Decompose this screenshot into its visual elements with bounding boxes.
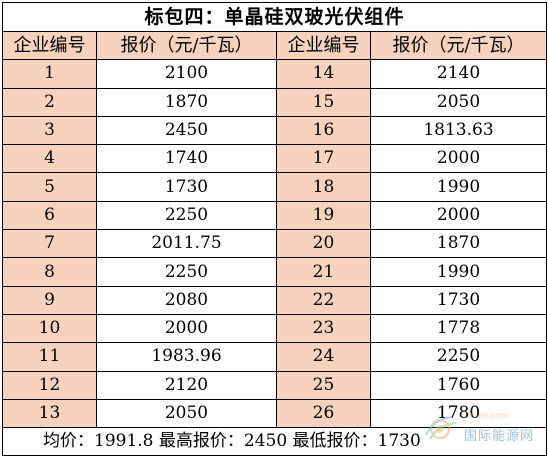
- table-row: 13 2050 26 1780: [2, 398, 548, 429]
- company-id-left: 1: [2, 59, 97, 89]
- table-row: 11 1983.96 24 2250: [2, 342, 548, 372]
- company-id-left: 6: [2, 200, 97, 231]
- table-title-row: 标包四：单晶硅双玻光伏组件: [1, 2, 548, 32]
- price-right: 2250: [369, 342, 548, 372]
- company-id-right: 19: [276, 200, 371, 231]
- company-id-left: 10: [2, 313, 97, 344]
- company-id-right: 26: [276, 398, 371, 429]
- price-left: 2120: [96, 370, 277, 400]
- column-header-company-id-left: 企业编号: [2, 30, 97, 61]
- price-left: 2050: [96, 398, 277, 429]
- table-title: 标包四：单晶硅双玻光伏组件: [1, 2, 548, 32]
- price-right: 2140: [369, 59, 548, 89]
- price-right: 2000: [369, 144, 548, 174]
- price-right: 1730: [369, 285, 548, 315]
- column-header-price-right: 报价（元/千瓦）: [369, 30, 548, 61]
- company-id-right: 15: [276, 87, 371, 117]
- table-row: 8 2250 21 1990: [2, 257, 548, 287]
- table-row: 10 2000 23 1778: [2, 313, 548, 344]
- price-left: 1740: [96, 144, 277, 174]
- price-left: 2100: [96, 59, 277, 89]
- table-row: 3 2450 16 1813.63: [2, 115, 548, 146]
- table-row: 9 2080 22 1730: [2, 285, 548, 315]
- company-id-left: 8: [2, 257, 97, 287]
- company-id-right: 14: [276, 59, 371, 89]
- company-id-left: 7: [2, 229, 97, 259]
- price-right: 1990: [369, 172, 548, 202]
- table-header-row: 企业编号 报价（元/千瓦） 企业编号 报价（元/千瓦）: [2, 30, 548, 61]
- price-right: 1778: [369, 313, 548, 344]
- table-row: 2 1870 15 2050: [2, 87, 548, 117]
- company-id-right: 25: [276, 370, 371, 400]
- price-right: 1780: [369, 398, 548, 429]
- price-left: 1870: [96, 87, 277, 117]
- price-right: 2000: [369, 200, 548, 231]
- price-right: 1870: [369, 229, 548, 259]
- table-row: 5 1730 18 1990: [2, 172, 548, 202]
- company-id-left: 11: [2, 342, 97, 372]
- price-right: 2050: [369, 87, 548, 117]
- company-id-left: 2: [2, 87, 97, 117]
- price-left: 2000: [96, 313, 277, 344]
- price-left: 2250: [96, 257, 277, 287]
- company-id-left: 4: [2, 144, 97, 174]
- price-left: 2011.75: [96, 229, 277, 259]
- price-right: 1760: [369, 370, 548, 400]
- company-id-right: 22: [276, 285, 371, 315]
- table-row: 4 1740 17 2000: [2, 144, 548, 174]
- price-left: 2250: [96, 200, 277, 231]
- table-row: 7 2011.75 20 1870: [2, 229, 548, 259]
- summary-row: 均价：1991.8 最高报价：2450 最低报价：1730: [1, 427, 548, 456]
- price-right: 1813.63: [369, 115, 548, 146]
- company-id-right: 18: [276, 172, 371, 202]
- table-row: 1 2100 14 2140: [2, 59, 548, 89]
- column-header-price-left: 报价（元/千瓦）: [96, 30, 277, 61]
- price-left: 2080: [96, 285, 277, 315]
- company-id-right: 16: [276, 115, 371, 146]
- company-id-left: 13: [2, 398, 97, 429]
- table-row: 6 2250 19 2000: [2, 200, 548, 231]
- company-id-right: 24: [276, 342, 371, 372]
- price-left: 1730: [96, 172, 277, 202]
- company-id-right: 20: [276, 229, 371, 259]
- column-header-company-id-right: 企业编号: [276, 30, 371, 61]
- price-right: 1990: [369, 257, 548, 287]
- company-id-left: 12: [2, 370, 97, 400]
- company-id-left: 5: [2, 172, 97, 202]
- company-id-right: 21: [276, 257, 371, 287]
- company-id-right: 17: [276, 144, 371, 174]
- summary-text: 均价：1991.8 最高报价：2450 最低报价：1730: [1, 427, 548, 456]
- company-id-left: 9: [2, 285, 97, 315]
- company-id-right: 23: [276, 313, 371, 344]
- price-left: 2450: [96, 115, 277, 146]
- table-row: 12 2120 25 1760: [2, 370, 548, 400]
- price-left: 1983.96: [96, 342, 277, 372]
- company-id-left: 3: [2, 115, 97, 146]
